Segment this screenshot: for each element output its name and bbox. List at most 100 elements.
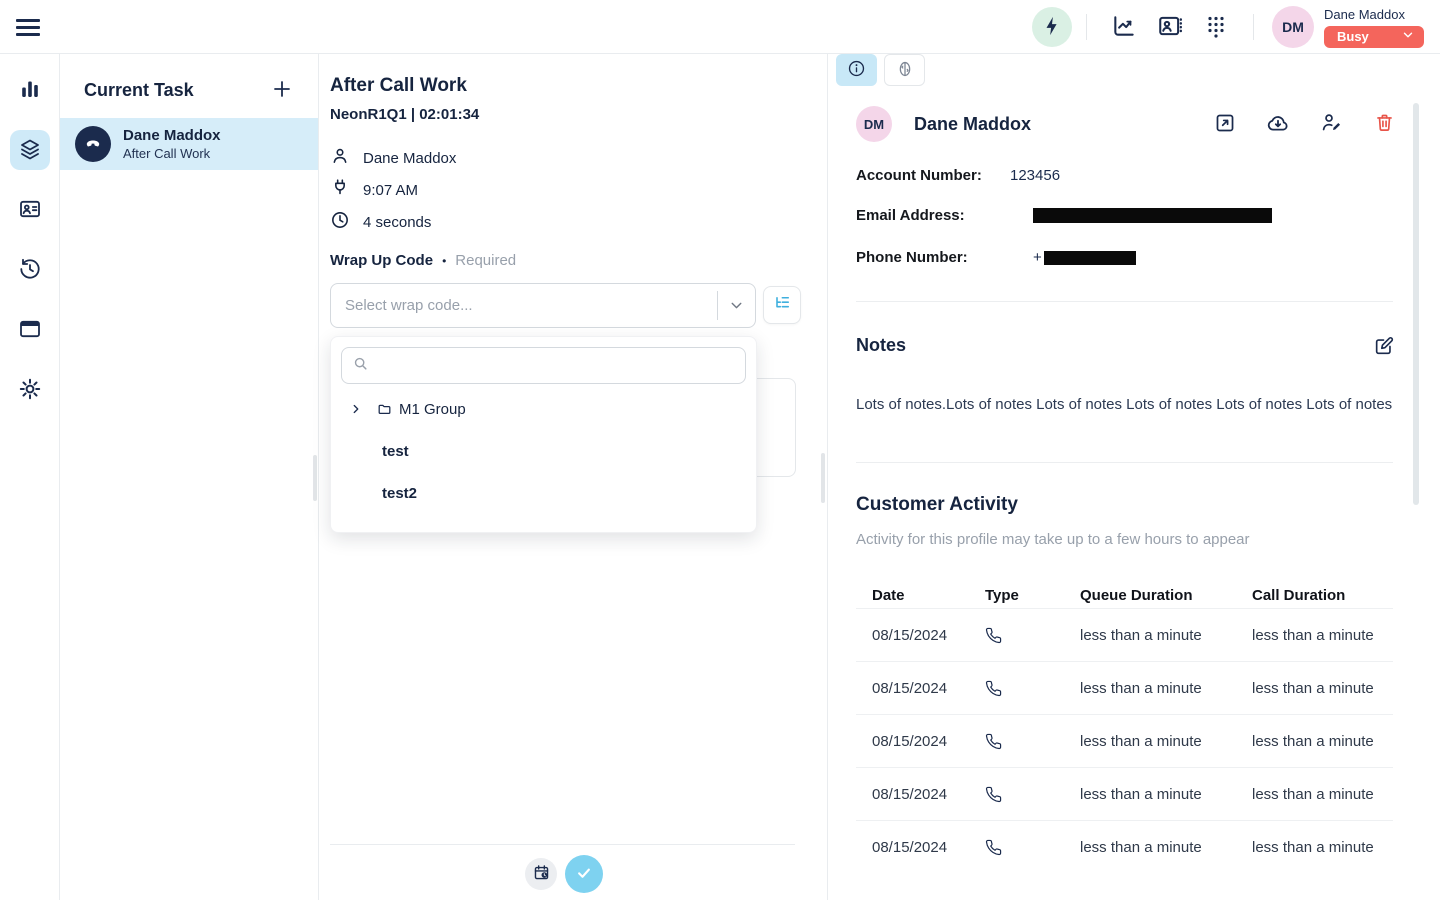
edit-notes-button[interactable] [1372,335,1396,359]
user-avatar[interactable]: DM [1272,6,1314,48]
info-icon [847,59,866,81]
contact-card-icon [18,197,42,224]
contacts-button[interactable] [1156,13,1184,41]
table-row[interactable]: 08/15/2024 less than a minute less than … [856,820,1393,873]
task-panel-scrollbar[interactable] [313,455,317,501]
column-header: Type [985,586,1019,604]
divider [1253,14,1254,40]
analytics-button[interactable] [1110,13,1138,41]
wrap-code-option-group[interactable]: M1 Group [331,388,756,430]
redacted-phone-value [1043,250,1136,265]
account-number-value: 123456 [1010,167,1061,184]
current-task-panel: Current Task Dane Maddox After Call Work [60,54,319,900]
nav-history[interactable] [10,250,50,290]
task-detail-title: After Call Work [330,75,467,96]
gear-icon [18,377,42,404]
menu-icon[interactable] [16,13,46,41]
search-icon [352,355,369,377]
call-duration: less than a minute [1252,679,1374,697]
dialpad-button[interactable] [1202,13,1230,41]
call-duration: less than a minute [1252,838,1374,856]
option-label: M1 Group [399,400,466,418]
chevron-right-icon [349,402,369,416]
queue-duration: less than a minute [1080,785,1202,803]
divider [856,301,1393,302]
nav-settings[interactable] [10,370,50,410]
column-header: Call Duration [1252,586,1346,604]
wrap-code-option[interactable]: test2 [382,484,418,502]
wrap-code-select[interactable]: Select wrap code... [330,283,756,328]
delete-profile-button[interactable] [1372,112,1396,136]
phone-icon [985,733,1080,750]
divider [856,462,1393,463]
queue-duration: less than a minute [1080,838,1202,856]
chevron-down-icon [1401,28,1415,45]
tab-profile-info[interactable] [836,54,877,86]
quick-actions-button[interactable] [1032,7,1072,47]
start-time: 9:07 AM [363,181,419,199]
field-label: Phone Number: [856,249,968,266]
nav-analytics[interactable] [10,70,50,110]
customer-profile-panel: DM Dane Maddox Account Number: 123456 Em… [828,54,1440,900]
activity-date: 08/15/2024 [872,626,948,644]
wrap-code-option[interactable]: test [382,442,409,460]
edit-profile-button[interactable] [1319,112,1343,136]
nav-contacts[interactable] [10,190,50,230]
divider [1086,14,1087,40]
trash-icon [1374,112,1395,136]
download-profile-button[interactable] [1266,112,1290,136]
activity-date: 08/15/2024 [872,785,948,803]
topbar-actions: DM Dane Maddox Busy [1032,0,1424,54]
account-number-row: Account Number: 123456 [856,167,1060,184]
schedule-callback-button[interactable] [525,858,557,890]
folder-icon [377,402,392,417]
mid-panel-scrollbar[interactable] [821,453,825,503]
right-panel-scrollbar[interactable] [1413,103,1419,505]
task-text: Dane Maddox After Call Work [123,127,221,161]
table-row[interactable]: 08/15/2024 less than a minute less than … [856,661,1393,714]
task-state: After Call Work [123,146,211,161]
notes-title: Notes [856,335,907,355]
person-icon [330,146,350,170]
customer-activity-title: Customer Activity [856,494,1018,515]
redacted-email-value [1033,208,1272,223]
table-row[interactable]: 08/15/2024 less than a minute less than … [856,608,1393,661]
nav-tasks[interactable] [9,130,50,170]
bar-chart-icon [18,77,42,104]
search-input[interactable] [377,357,735,374]
add-task-button[interactable] [268,76,296,104]
task-list-item[interactable]: Dane Maddox After Call Work [60,118,318,170]
wrap-up-label: Wrap Up Code [330,252,434,269]
complete-task-button[interactable] [565,855,603,893]
activity-table-header: Date Type Queue Duration Call Duration [856,582,1393,608]
status-dropdown[interactable]: Busy [1324,25,1424,48]
table-row[interactable]: 08/15/2024 less than a minute less than … [856,714,1393,767]
activity-table: Date Type Queue Duration Call Duration 0… [856,582,1393,873]
brain-icon [896,60,914,81]
contact-card-icon [1157,13,1183,42]
wrap-up-label-row: Wrap Up Code • Required [330,252,516,269]
phone-icon [985,680,1080,697]
call-duration: less than a minute [1252,732,1374,750]
edit-note-icon [1373,335,1395,360]
table-row[interactable]: 08/15/2024 less than a minute less than … [856,767,1393,820]
task-queue-timer: NeonR1Q1 | 02:01:34 [330,106,480,123]
tab-ai-insights[interactable] [884,54,925,86]
phone-icon [985,627,1080,644]
wrap-code-tree-view-button[interactable] [763,286,801,324]
phone-prefix: + [1033,249,1042,266]
phone-row: Phone Number: + [856,249,1136,266]
column-header: Queue Duration [1080,586,1193,604]
open-profile-button[interactable] [1213,112,1237,136]
plus-icon [270,77,294,104]
profile-avatar: DM [856,106,892,142]
profile-header: DM Dane Maddox [856,105,1396,143]
contact-name: Dane Maddox [363,149,457,167]
plug-icon [330,178,350,202]
nav-browser[interactable] [10,310,50,350]
person-edit-icon [1320,111,1343,137]
calendar-clock-icon [533,864,550,884]
required-bullet: • [442,253,447,268]
user-block: Dane Maddox Busy [1324,7,1424,48]
call-avatar [75,126,111,162]
